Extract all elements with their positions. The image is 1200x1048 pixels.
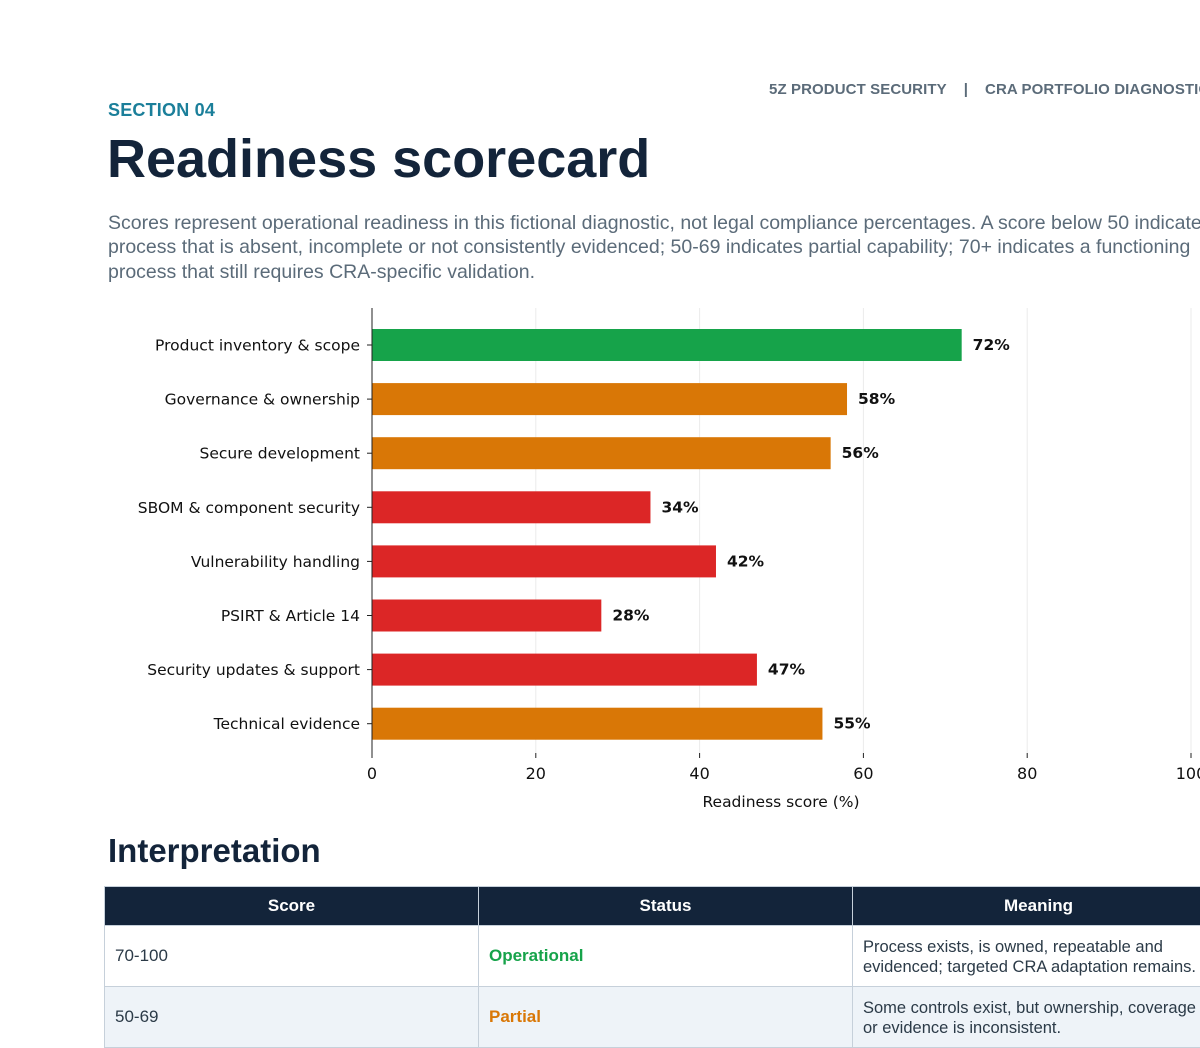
x-axis-label: Readiness score (%) [702,793,859,811]
meaning-cell: Process exists, is owned, repeatable and… [853,926,1200,987]
bar-value-label: 47% [768,661,806,679]
section-eyebrow: SECTION 04 [108,100,215,121]
meaning-cell: Some controls exist, but ownership, cove… [853,987,1200,1048]
table-header-row: Score Status Meaning [105,887,1200,926]
interpretation-heading: Interpretation [108,832,321,870]
brand-name: 5Z PRODUCT SECURITY [769,81,947,98]
y-category-label: Vulnerability handling [191,553,360,571]
running-header: 5Z PRODUCT SECURITY | CRA PORTFOLIO DIAGNO… [769,81,1200,98]
bar [372,437,831,469]
chart-bars: 72% 58% 56% 34% 42% 28% 47% 55% [372,329,1010,740]
bar-value-label: 34% [661,498,699,516]
y-category-label: Security updates & support [147,661,360,679]
y-category-label: Technical evidence [213,715,360,733]
table-row: 50-69 Partial Some controls exist, but o… [105,987,1200,1048]
x-tick-label: 60 [853,764,873,783]
bar [372,708,822,740]
bar-value-label: 42% [727,552,765,570]
score-cell: 70-100 [105,926,479,987]
intro-paragraph: Scores represent operational readiness i… [108,211,1200,284]
bar [372,654,757,686]
bar [372,491,650,523]
column-header-status: Status [479,887,853,926]
bar-value-label: 28% [612,607,650,625]
status-cell: Partial [479,987,853,1048]
y-category-label: Governance & ownership [165,391,360,409]
x-tick-label: 0 [367,764,377,783]
x-tick-label: 40 [689,764,709,783]
y-category-label: Secure development [200,445,360,463]
y-category-label: PSIRT & Article 14 [221,607,360,625]
bar [372,600,601,632]
bar-value-label: 58% [858,390,896,408]
page-title: Readiness scorecard [107,128,650,190]
report-name: CRA PORTFOLIO DIAGNOSTIC [985,81,1200,98]
bar [372,329,962,361]
bar [372,545,716,577]
table-row: 70-100 Operational Process exists, is ow… [105,926,1200,987]
bar [372,383,847,415]
x-tick-label: 20 [526,764,546,783]
bar-value-label: 55% [833,715,871,733]
column-header-meaning: Meaning [853,887,1200,926]
bar-value-label: 72% [973,336,1011,354]
x-tick-label: 80 [1017,764,1037,783]
y-category-label: Product inventory & scope [155,337,360,355]
chart-grid [536,308,1191,753]
status-cell: Operational [479,926,853,987]
score-cell: 50-69 [105,987,479,1048]
column-header-score: Score [105,887,479,926]
interpretation-table: Score Status Meaning 70-100 Operational … [104,886,1200,1048]
bar-value-label: 56% [842,444,880,462]
readiness-bar-chart: 72% 58% 56% 34% 42% 28% 47% 55% 0 20 40 60 80 100 Pro… [0,300,1200,815]
header-separator: | [964,81,968,98]
y-category-label: SBOM & component security [138,499,360,517]
x-tick-label: 100 [1176,764,1200,783]
